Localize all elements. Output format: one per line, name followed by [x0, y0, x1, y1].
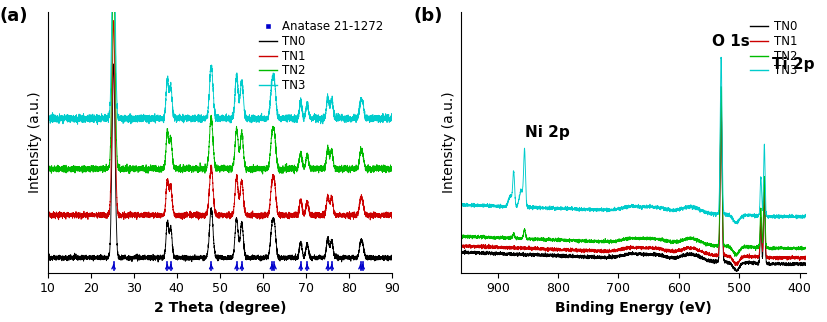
TN3 — [733, 222, 743, 226]
TN1 — [108, 19, 118, 23]
TN0 — [791, 261, 801, 265]
TN3 — [387, 111, 397, 115]
Text: Ti 2p: Ti 2p — [772, 57, 815, 72]
Text: Ni 2p: Ni 2p — [525, 125, 570, 140]
TN2 — [299, 166, 309, 169]
Line: TN3: TN3 — [48, 0, 392, 125]
TN0 — [387, 258, 397, 262]
TN1 — [730, 264, 740, 268]
TN3 — [174, 112, 184, 116]
TN3 — [249, 119, 259, 123]
TN2 — [773, 247, 783, 251]
TN3 — [105, 94, 115, 98]
TN2 — [457, 235, 466, 239]
Line: TN2: TN2 — [461, 87, 805, 256]
TN0 — [174, 255, 184, 259]
TN1 — [299, 209, 309, 213]
TN0 — [801, 262, 810, 266]
TN1 — [326, 199, 336, 203]
TN1 — [366, 218, 375, 222]
TN3 — [791, 215, 801, 219]
TN3 — [601, 207, 611, 211]
TN3 — [43, 114, 53, 118]
TN1 — [249, 213, 259, 216]
Text: (b): (b) — [414, 7, 442, 25]
TN1 — [620, 246, 630, 250]
TN0 — [457, 251, 466, 255]
TN1 — [706, 251, 716, 255]
TN0 — [43, 256, 53, 260]
TN0 — [601, 255, 611, 259]
TN0 — [604, 256, 614, 260]
TN0 — [706, 259, 716, 263]
TN2 — [604, 241, 614, 244]
Y-axis label: Intensity (a.u.): Intensity (a.u.) — [442, 91, 456, 193]
TN2 — [791, 247, 801, 251]
TN3 — [299, 116, 309, 120]
Legend: Anatase 21-1272, TN0, TN1, TN2, TN3: Anatase 21-1272, TN0, TN1, TN2, TN3 — [256, 18, 386, 95]
TN3 — [267, 84, 277, 88]
TN1 — [604, 249, 614, 253]
TN0 — [153, 260, 163, 264]
TN3 — [716, 55, 726, 59]
Line: TN2: TN2 — [48, 0, 392, 174]
TN3 — [326, 103, 336, 107]
TN0 — [108, 62, 118, 66]
Line: TN1: TN1 — [48, 21, 392, 220]
TN2 — [267, 133, 277, 137]
Text: (a): (a) — [0, 7, 28, 25]
X-axis label: Binding Energy (eV): Binding Energy (eV) — [555, 301, 712, 315]
TN3 — [604, 209, 614, 213]
TN3 — [706, 212, 716, 216]
TN1 — [387, 213, 397, 216]
TN0 — [773, 260, 783, 264]
TN1 — [601, 248, 611, 252]
TN1 — [43, 213, 53, 217]
TN1 — [105, 194, 115, 198]
TN2 — [620, 238, 630, 242]
Line: TN0: TN0 — [48, 64, 392, 262]
TN2 — [801, 245, 810, 249]
TN0 — [249, 255, 259, 259]
TN1 — [791, 254, 801, 258]
TN2 — [174, 167, 184, 171]
TN0 — [716, 101, 726, 105]
TN0 — [105, 240, 115, 244]
TN0 — [732, 270, 742, 273]
TN2 — [43, 164, 53, 168]
TN0 — [299, 252, 309, 256]
TN1 — [457, 244, 466, 248]
TN2 — [249, 168, 259, 172]
TN0 — [620, 252, 630, 256]
TN1 — [773, 255, 783, 259]
TN3 — [801, 215, 810, 219]
TN3 — [93, 123, 103, 127]
TN2 — [706, 242, 716, 246]
Line: TN1: TN1 — [461, 96, 805, 266]
TN0 — [326, 240, 336, 244]
TN2 — [716, 85, 726, 89]
TN2 — [258, 172, 268, 176]
TN1 — [174, 214, 184, 218]
Text: O 1s: O 1s — [712, 34, 750, 49]
Line: TN0: TN0 — [461, 103, 805, 271]
TN2 — [105, 151, 115, 155]
TN1 — [801, 255, 810, 259]
TN3 — [457, 204, 466, 208]
TN2 — [387, 170, 397, 174]
TN3 — [620, 205, 630, 209]
Y-axis label: Intensity (a.u.): Intensity (a.u.) — [28, 91, 42, 193]
Line: TN3: TN3 — [461, 57, 805, 224]
TN0 — [267, 223, 277, 227]
TN2 — [326, 150, 336, 154]
TN2 — [601, 239, 611, 243]
TN1 — [266, 182, 276, 186]
TN1 — [716, 94, 726, 98]
TN3 — [773, 216, 783, 220]
TN2 — [730, 254, 740, 258]
X-axis label: 2 Theta (degree): 2 Theta (degree) — [154, 301, 286, 315]
Legend: TN0, TN1, TN2, TN3: TN0, TN1, TN2, TN3 — [748, 18, 800, 80]
